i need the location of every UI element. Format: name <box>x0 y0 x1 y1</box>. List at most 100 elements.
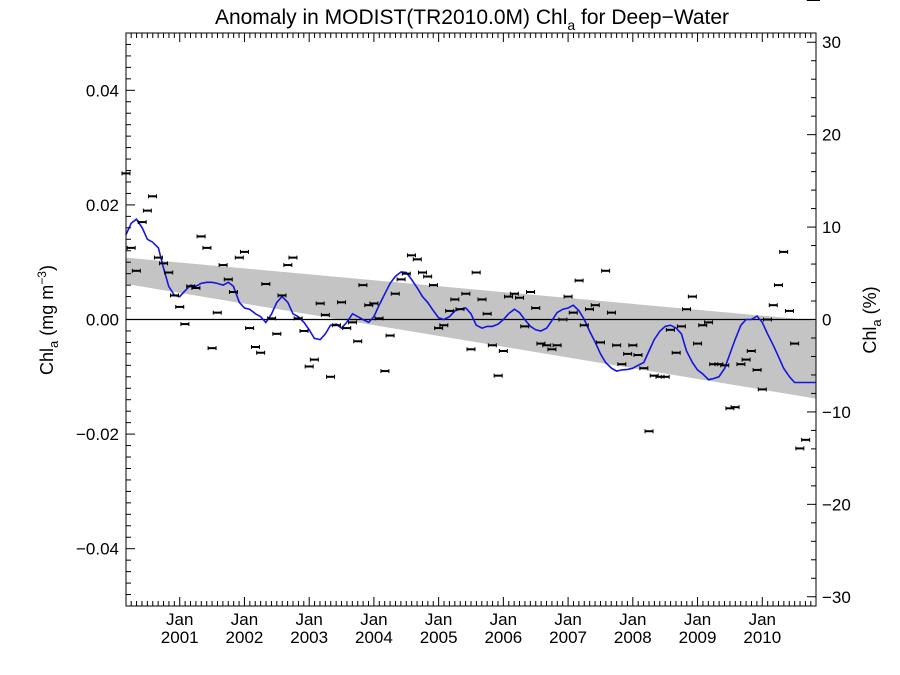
data-point <box>563 294 573 299</box>
data-point <box>261 281 271 286</box>
data-point <box>445 308 455 313</box>
data-point <box>331 323 341 328</box>
data-point <box>687 294 697 299</box>
data-point <box>159 261 169 266</box>
data-point <box>272 331 282 336</box>
data-point <box>487 343 497 348</box>
data-point <box>590 303 600 308</box>
axes-layer: 0.040.020.00−0.02−0.043020100−10−20−30Ja… <box>76 32 851 647</box>
right-tick-label: −30 <box>822 588 851 607</box>
data-point <box>623 351 633 356</box>
x-tick-year: 2005 <box>420 628 458 647</box>
data-point <box>170 293 180 298</box>
data-point <box>228 289 238 294</box>
data-point <box>401 271 411 276</box>
data-point <box>515 295 525 300</box>
data-point <box>682 307 692 312</box>
data-point <box>450 297 460 302</box>
data-point <box>358 283 368 288</box>
data-point <box>267 316 277 321</box>
data-point <box>471 270 481 275</box>
x-tick-year: 2003 <box>290 628 328 647</box>
x-tick-month: Jan <box>360 610 387 629</box>
left-tick-label: −0.02 <box>76 425 119 444</box>
data-point <box>693 341 703 346</box>
x-tick-year: 2007 <box>549 628 587 647</box>
data-point <box>784 308 794 313</box>
data-point <box>639 366 649 371</box>
y-axis-left-label: Chla (mg m−3) <box>35 265 61 375</box>
data-point <box>547 347 557 352</box>
data-point <box>142 208 152 213</box>
data-point <box>552 343 562 348</box>
data-point <box>417 270 427 275</box>
data-point <box>293 316 303 321</box>
data-point <box>757 387 767 392</box>
data-point <box>795 446 805 451</box>
data-point <box>180 322 190 327</box>
data-point <box>191 285 201 290</box>
data-point <box>250 345 260 350</box>
data-point <box>493 373 503 378</box>
data-point <box>380 369 390 374</box>
smooth-line-layer <box>125 218 816 384</box>
data-point <box>406 253 416 258</box>
data-point <box>218 263 228 268</box>
data-point <box>704 320 714 325</box>
data-point <box>234 255 244 260</box>
data-point <box>676 324 686 329</box>
data-point <box>746 349 756 354</box>
x-tick-month: Jan <box>231 610 258 629</box>
data-point <box>299 328 309 333</box>
data-point <box>164 270 174 275</box>
left-tick-label: 0.00 <box>86 311 119 330</box>
data-point <box>126 245 136 250</box>
data-point <box>779 249 789 254</box>
data-point <box>196 234 206 239</box>
data-point <box>461 291 471 296</box>
data-point <box>239 249 249 254</box>
data-point <box>137 220 147 225</box>
data-point <box>526 289 536 294</box>
data-point <box>309 357 319 362</box>
data-point <box>477 297 487 302</box>
data-point <box>277 293 287 298</box>
x-tick-year: 2001 <box>161 628 199 647</box>
data-point <box>207 346 217 351</box>
data-point <box>131 268 141 273</box>
data-point <box>288 255 298 260</box>
data-point <box>584 307 594 312</box>
x-tick-month: Jan <box>166 610 193 629</box>
data-point <box>762 317 772 322</box>
x-tick-month: Jan <box>684 610 711 629</box>
data-point <box>504 294 514 299</box>
data-point <box>542 343 552 348</box>
data-point <box>558 317 568 322</box>
data-point <box>175 304 185 309</box>
x-tick-year: 2010 <box>743 628 781 647</box>
data-point <box>385 333 395 338</box>
right-tick-label: 10 <box>822 218 841 237</box>
data-point <box>660 374 670 379</box>
data-point <box>283 263 293 268</box>
data-point <box>396 277 406 282</box>
data-point <box>520 324 530 329</box>
data-point <box>741 357 751 362</box>
data-point <box>509 291 519 296</box>
data-point <box>348 320 358 325</box>
data-point <box>579 323 589 328</box>
data-point <box>665 327 675 332</box>
data-point <box>223 277 233 282</box>
data-point <box>752 367 762 372</box>
right-tick-label: 20 <box>822 126 841 145</box>
x-tick-month: Jan <box>619 610 646 629</box>
data-point <box>617 362 627 367</box>
data-point <box>790 341 800 346</box>
left-tick-label: −0.04 <box>76 540 119 559</box>
data-point <box>256 350 266 355</box>
y-axis-right-label: Chla (%) <box>860 286 884 353</box>
right-tick-label: 0 <box>822 311 831 330</box>
data-point <box>374 316 384 321</box>
data-point <box>423 274 433 279</box>
